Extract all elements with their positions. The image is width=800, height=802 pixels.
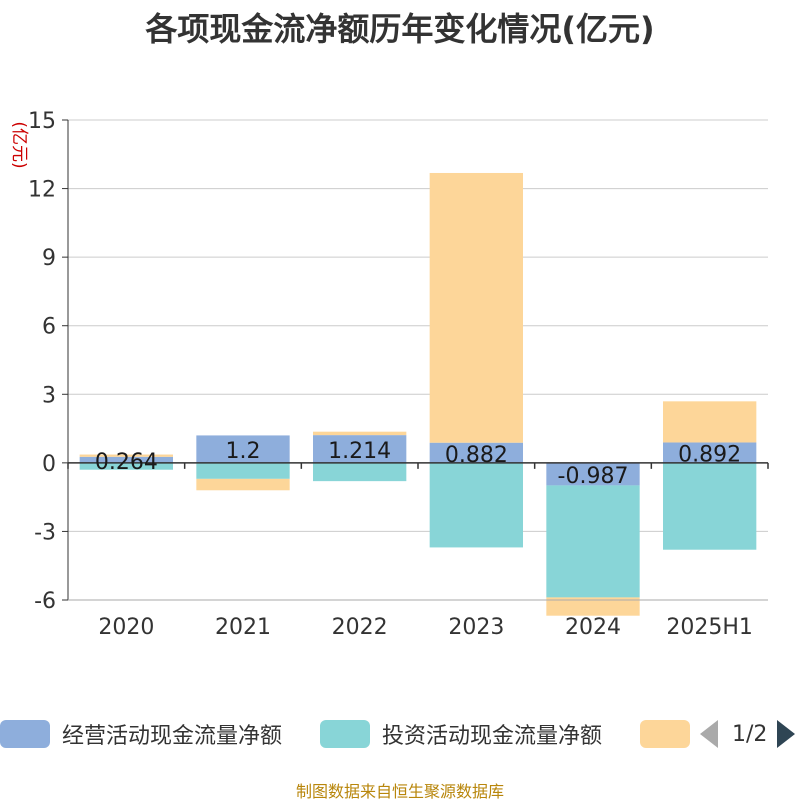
bar-s0-2020[interactable] bbox=[79, 456, 173, 463]
x-tick-label: 2020 bbox=[98, 615, 154, 640]
bar-s0-2025H1[interactable] bbox=[663, 442, 757, 463]
bar-s2-2020[interactable] bbox=[79, 454, 173, 457]
bar-s2-2025H1[interactable] bbox=[663, 401, 757, 443]
legend-swatch bbox=[640, 720, 690, 748]
bar-s2-2022[interactable] bbox=[313, 431, 407, 436]
data-label: 1.214 bbox=[328, 439, 391, 464]
bar-s1-2025H1[interactable] bbox=[663, 462, 757, 550]
legend-swatch bbox=[320, 720, 370, 748]
x-tick-label: 2021 bbox=[215, 615, 271, 640]
bar-s0-2022[interactable] bbox=[313, 435, 407, 463]
y-tick-label: -6 bbox=[34, 589, 56, 614]
legend-item-2[interactable] bbox=[640, 716, 690, 752]
y-tick-label: 15 bbox=[28, 109, 56, 134]
y-tick-label: 3 bbox=[42, 383, 56, 408]
data-labels: 0.264 1.2 1.214 0.882 -0.987 0.892 bbox=[95, 439, 741, 489]
bar-s1-2023[interactable] bbox=[429, 462, 523, 548]
bar-s2-2024[interactable] bbox=[546, 597, 640, 616]
y-tick-label: 9 bbox=[42, 246, 56, 271]
source-note: 制图数据来自恒生聚源数据库 bbox=[295, 782, 504, 801]
bar-s2-2023[interactable] bbox=[429, 172, 523, 443]
bars bbox=[79, 172, 757, 616]
legend-next-icon[interactable] bbox=[777, 720, 796, 748]
bar-s0-2024[interactable] bbox=[546, 462, 640, 486]
chart-title: 各项现金流净额历年变化情况(亿元) bbox=[145, 10, 655, 48]
bar-s0-2021[interactable] bbox=[196, 435, 290, 463]
x-tick-label: 2025H1 bbox=[666, 615, 753, 640]
y-tick-label: 6 bbox=[42, 315, 56, 340]
x-tick-label: 2022 bbox=[332, 615, 388, 640]
bar-s1-2021[interactable] bbox=[196, 462, 290, 479]
legend-pager: 1/2 bbox=[700, 716, 796, 752]
y-tick-label: 12 bbox=[28, 178, 56, 203]
y-tick-label: -3 bbox=[34, 520, 56, 545]
axes: -6 -3 0 3 6 9 12 15(亿元) 2020 2021 2022 2023 2024 2025… bbox=[9, 109, 769, 640]
bar-s1-2024[interactable] bbox=[546, 485, 640, 598]
bar-s2-2021[interactable] bbox=[196, 478, 290, 491]
legend: 经营活动现金流量净额 投资活动现金流量净额 bbox=[0, 716, 800, 752]
legend-item-0[interactable]: 经营活动现金流量净额 bbox=[0, 716, 282, 752]
bar-s1-2020[interactable] bbox=[79, 462, 173, 470]
data-label: 0.882 bbox=[445, 443, 508, 468]
x-tick-label: 2023 bbox=[448, 615, 504, 640]
x-tick-label: 2024 bbox=[565, 615, 621, 640]
legend-page-indicator: 1/2 bbox=[732, 721, 768, 747]
bar-s1-2022[interactable] bbox=[313, 462, 407, 482]
data-label: -0.987 bbox=[558, 464, 629, 489]
y-axis-label: (亿元) bbox=[9, 121, 29, 168]
legend-label: 经营活动现金流量净额 bbox=[62, 724, 283, 749]
y-tick-label: 0 bbox=[42, 452, 56, 477]
legend-prev-icon[interactable] bbox=[700, 720, 718, 748]
legend-swatch bbox=[0, 720, 50, 748]
bar-s0-2023[interactable] bbox=[429, 442, 523, 463]
legend-item-1[interactable]: 投资活动现金流量净额 bbox=[320, 716, 602, 752]
data-label: 0.264 bbox=[95, 450, 158, 475]
data-label: 0.892 bbox=[678, 443, 741, 468]
legend-label: 投资活动现金流量净额 bbox=[382, 724, 603, 749]
data-label: 1.2 bbox=[226, 439, 261, 464]
